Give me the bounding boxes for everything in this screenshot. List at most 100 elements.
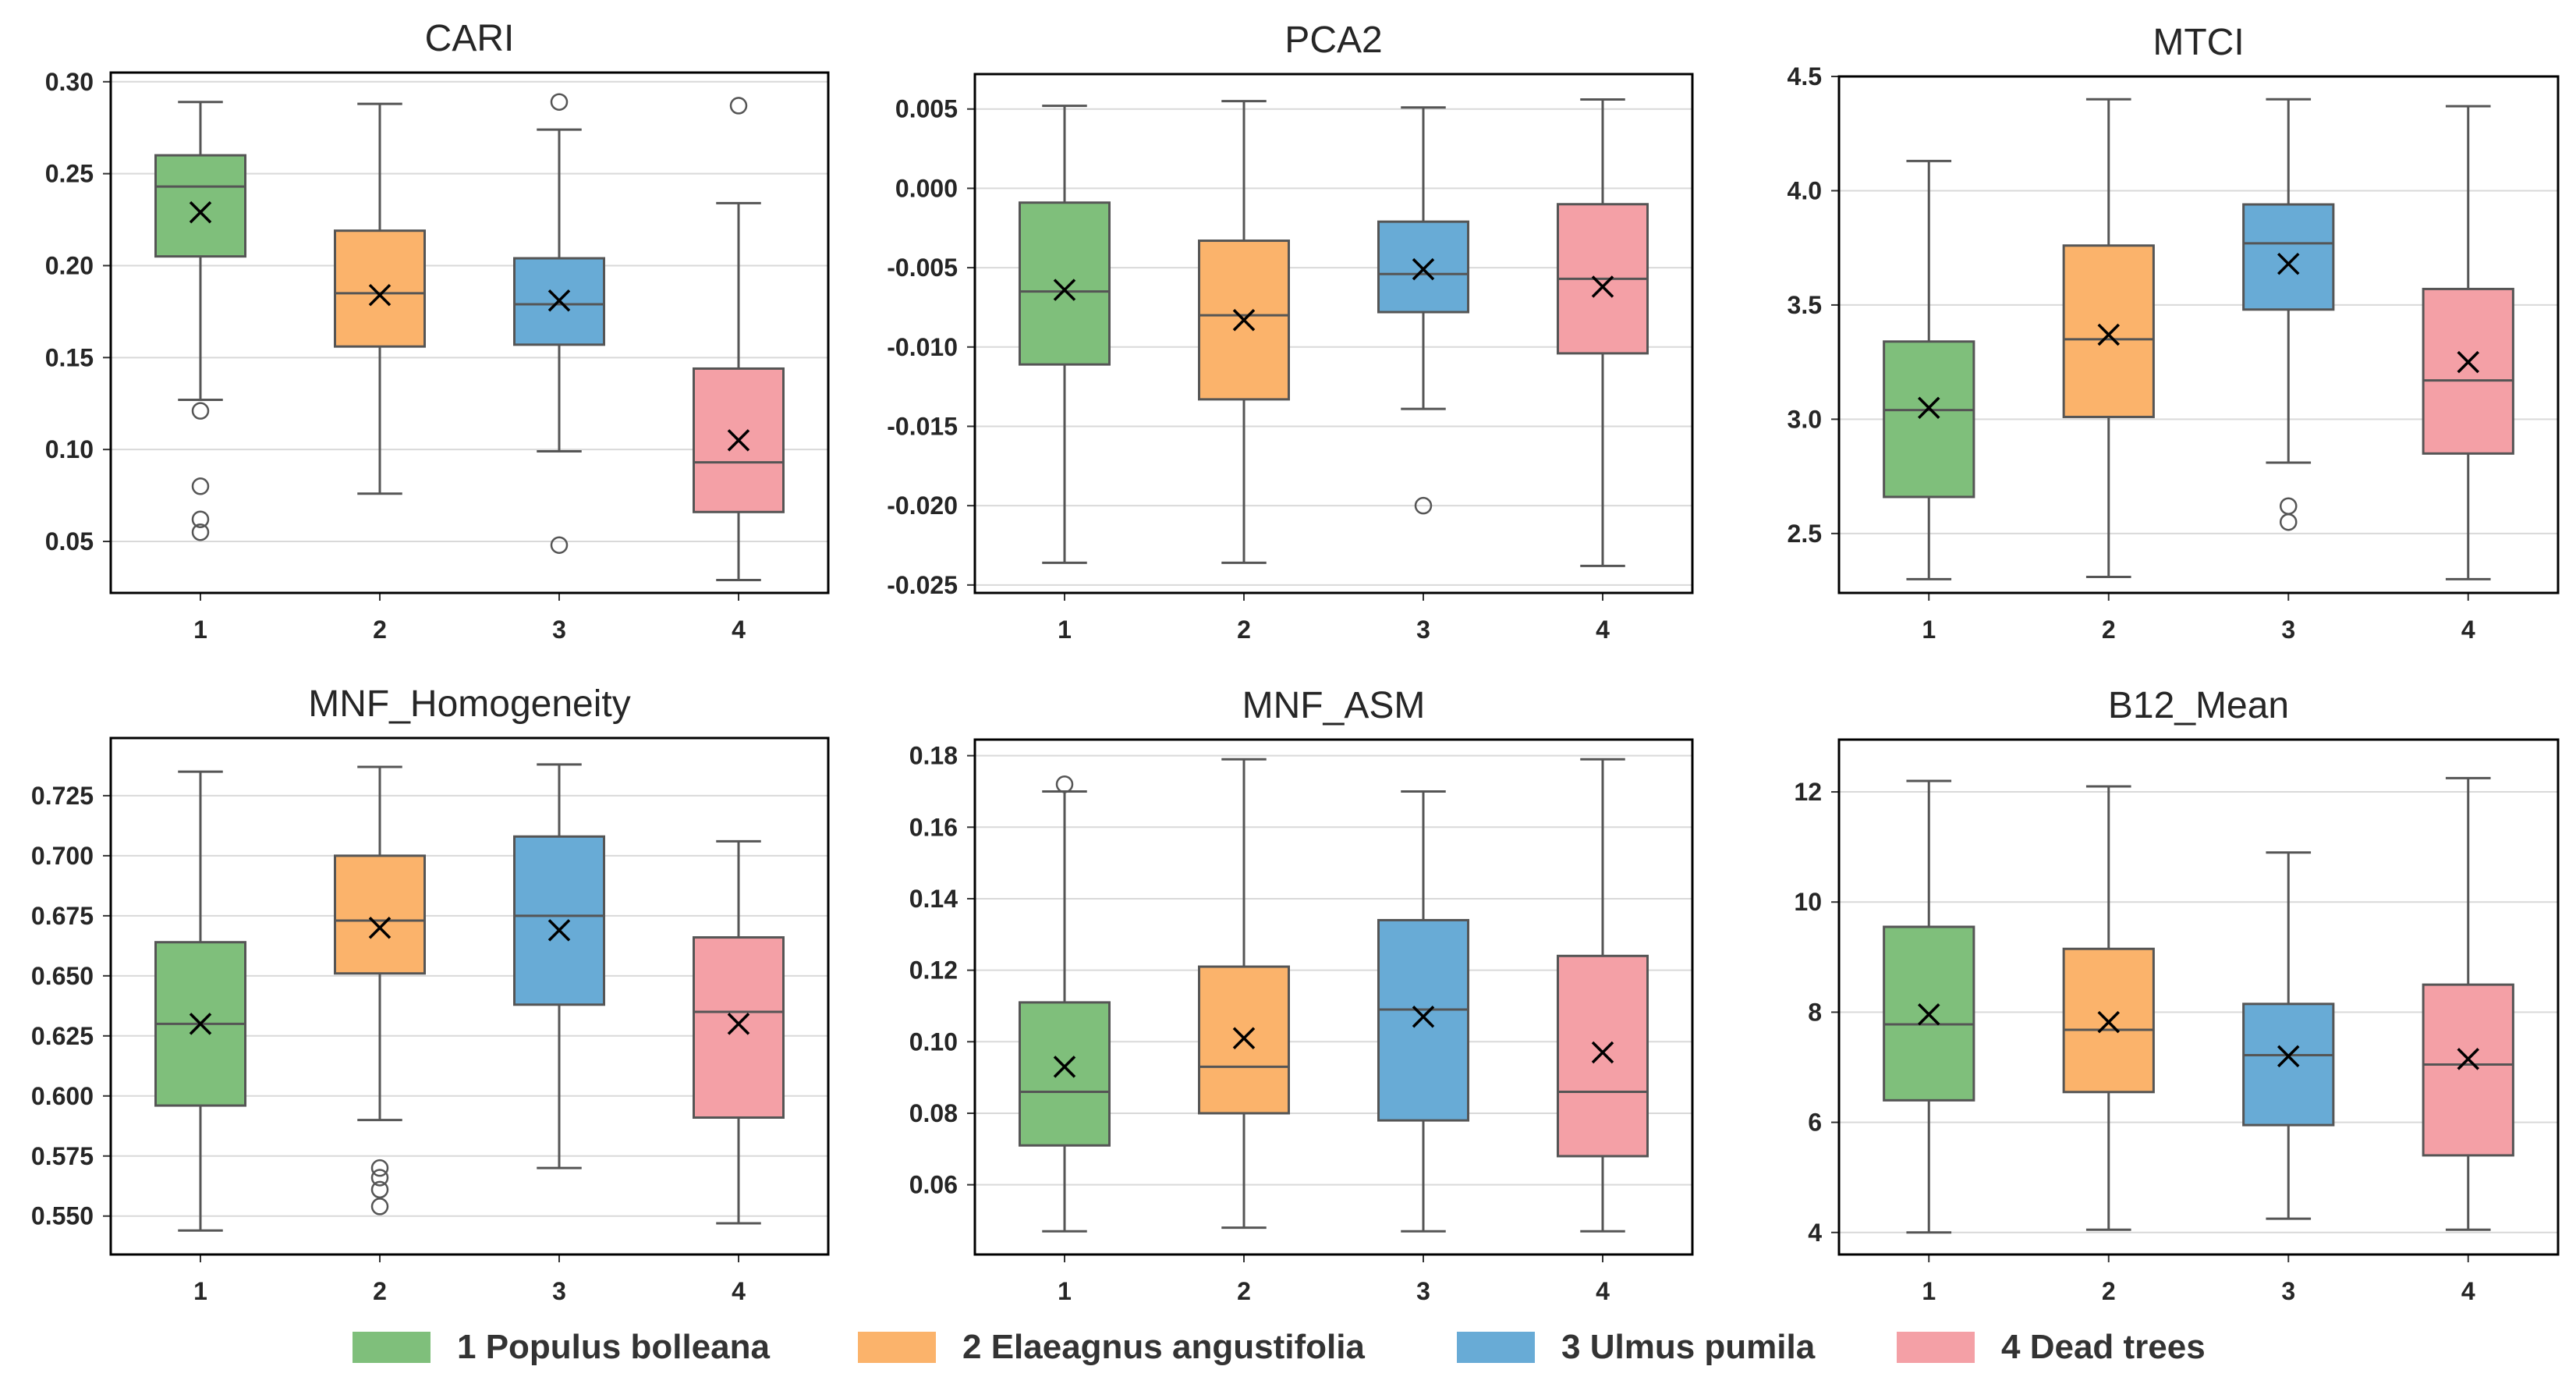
box-iqr xyxy=(513,835,605,1006)
box-group-1 xyxy=(1883,159,1975,580)
legend-swatch xyxy=(353,1332,431,1363)
x-tick-label: 4 xyxy=(2461,616,2475,644)
outlier-point xyxy=(370,1198,389,1215)
legend-label: 2 Elaeagnus angustifolia xyxy=(962,1328,1365,1366)
box-iqr xyxy=(2242,203,2335,311)
box-iqr xyxy=(1019,201,1111,366)
outlier-point xyxy=(370,1180,389,1199)
box-iqr xyxy=(1377,220,1469,314)
y-tick-label: 0.005 xyxy=(895,95,958,123)
y-tick-label: 3.0 xyxy=(1788,405,1822,433)
legend-item-1: 1 Populus bolleana xyxy=(353,1328,770,1366)
legend-item-4: 4 Dead trees xyxy=(1897,1328,2206,1366)
mean-marker xyxy=(1232,308,1256,332)
box-group-3 xyxy=(513,93,605,554)
x-tick-label: 4 xyxy=(732,1277,746,1305)
box-group-3 xyxy=(1377,790,1469,1233)
y-tick-label: -0.020 xyxy=(887,491,958,520)
y-tick-label: -0.005 xyxy=(887,254,958,282)
y-tick-label: 0.16 xyxy=(909,813,958,841)
y-tick-label: 3.5 xyxy=(1788,291,1822,319)
outlier-point xyxy=(2280,497,2298,515)
outlier-point xyxy=(191,477,210,495)
y-tick-label: 0.600 xyxy=(31,1082,94,1110)
x-tick-label: 1 xyxy=(1058,616,1072,644)
mean-marker xyxy=(368,283,392,307)
box-group-3 xyxy=(1377,106,1469,515)
y-tick-label: 0.10 xyxy=(45,435,94,463)
box-group-2 xyxy=(1198,758,1290,1230)
outlier-point xyxy=(191,523,210,541)
legend-label: 3 Ulmus pumila xyxy=(1561,1328,1816,1366)
legend-swatch xyxy=(1897,1332,1975,1363)
y-tick-label: 8 xyxy=(1808,998,1822,1026)
x-tick-label: 2 xyxy=(2102,616,2116,644)
y-tick-label: 12 xyxy=(1794,778,1822,806)
outlier-point xyxy=(370,1159,389,1177)
x-tick-label: 4 xyxy=(2461,1277,2475,1305)
y-tick-label: 0.625 xyxy=(31,1022,94,1050)
outlier-point xyxy=(191,510,210,528)
x-tick-label: 3 xyxy=(1416,1277,1430,1305)
box-iqr xyxy=(2242,1003,2335,1127)
box-group-2 xyxy=(334,765,426,1215)
plot-frame xyxy=(109,71,830,594)
outlier-point xyxy=(729,97,748,115)
box-iqr xyxy=(334,229,426,348)
box-iqr xyxy=(2422,983,2514,1157)
box-group-1 xyxy=(1019,105,1111,564)
legend-swatch xyxy=(1457,1332,1535,1363)
legend-swatch xyxy=(858,1332,936,1363)
outlier-point xyxy=(1055,775,1074,793)
chart-title: B12_Mean xyxy=(2108,685,2289,726)
box-group-2 xyxy=(334,102,426,495)
plot-frame xyxy=(1837,75,2560,594)
x-tick-label: 1 xyxy=(1922,1277,1936,1305)
mean-marker xyxy=(189,1013,212,1035)
y-tick-label: 0.725 xyxy=(31,782,94,810)
x-tick-label: 4 xyxy=(1596,616,1610,644)
box-iqr xyxy=(1883,340,1975,499)
legend-item-3: 3 Ulmus pumila xyxy=(1457,1328,1816,1366)
box-group-4 xyxy=(1557,98,1649,567)
x-tick-label: 2 xyxy=(1237,616,1251,644)
y-tick-label: 0.20 xyxy=(45,251,94,279)
plot-frame xyxy=(973,738,1694,1256)
y-tick-label: 0.05 xyxy=(45,527,94,555)
y-tick-label: 0.550 xyxy=(31,1202,94,1230)
x-tick-label: 3 xyxy=(2281,1277,2295,1305)
mean-marker xyxy=(727,1013,750,1035)
mean-marker xyxy=(2457,1048,2479,1070)
legend-item-2: 2 Elaeagnus angustifolia xyxy=(858,1328,1365,1366)
chart-panel-cari: CARI 0.05 0.10 0.15 0.20 0.25 0.30 1 2 3 4 xyxy=(45,18,830,644)
chart-panel-mnf-homogeneity: MNF_Homogeneity 0.550 0.575 0.600 0.625 0.650… xyxy=(31,683,830,1305)
box-iqr xyxy=(693,936,785,1119)
x-tick-label: 3 xyxy=(1416,616,1430,644)
chart-title: PCA2 xyxy=(1284,20,1382,61)
y-tick-label: -0.025 xyxy=(887,571,958,599)
box-group-4 xyxy=(2422,776,2514,1231)
box-group-3 xyxy=(513,763,605,1169)
y-tick-label: 0.14 xyxy=(909,885,958,913)
x-tick-label: 1 xyxy=(193,1277,207,1305)
box-iqr xyxy=(2062,244,2155,418)
box-iqr xyxy=(1019,1001,1111,1147)
box-group-3 xyxy=(2242,98,2335,531)
box-group-2 xyxy=(2062,785,2155,1231)
box-group-4 xyxy=(693,97,785,582)
y-tick-label: 0.25 xyxy=(45,160,94,188)
x-tick-label: 1 xyxy=(193,616,207,644)
mean-marker xyxy=(2277,252,2300,275)
box-group-4 xyxy=(2422,105,2514,580)
chart-title: MNF_Homogeneity xyxy=(308,683,630,725)
y-tick-label: 0.30 xyxy=(45,68,94,96)
box-group-4 xyxy=(1557,758,1649,1233)
chart-panel-pca2: PCA2 0.005 0.000 -0.005 -0.010 -0.015 -0.020 -0… xyxy=(887,20,1694,644)
mean-marker xyxy=(547,919,571,942)
y-tick-label: 2.5 xyxy=(1788,520,1822,548)
chart-title: MTCI xyxy=(2153,22,2244,63)
box-group-1 xyxy=(154,770,246,1232)
x-tick-label: 2 xyxy=(1237,1277,1251,1305)
y-tick-label: -0.010 xyxy=(887,333,958,361)
